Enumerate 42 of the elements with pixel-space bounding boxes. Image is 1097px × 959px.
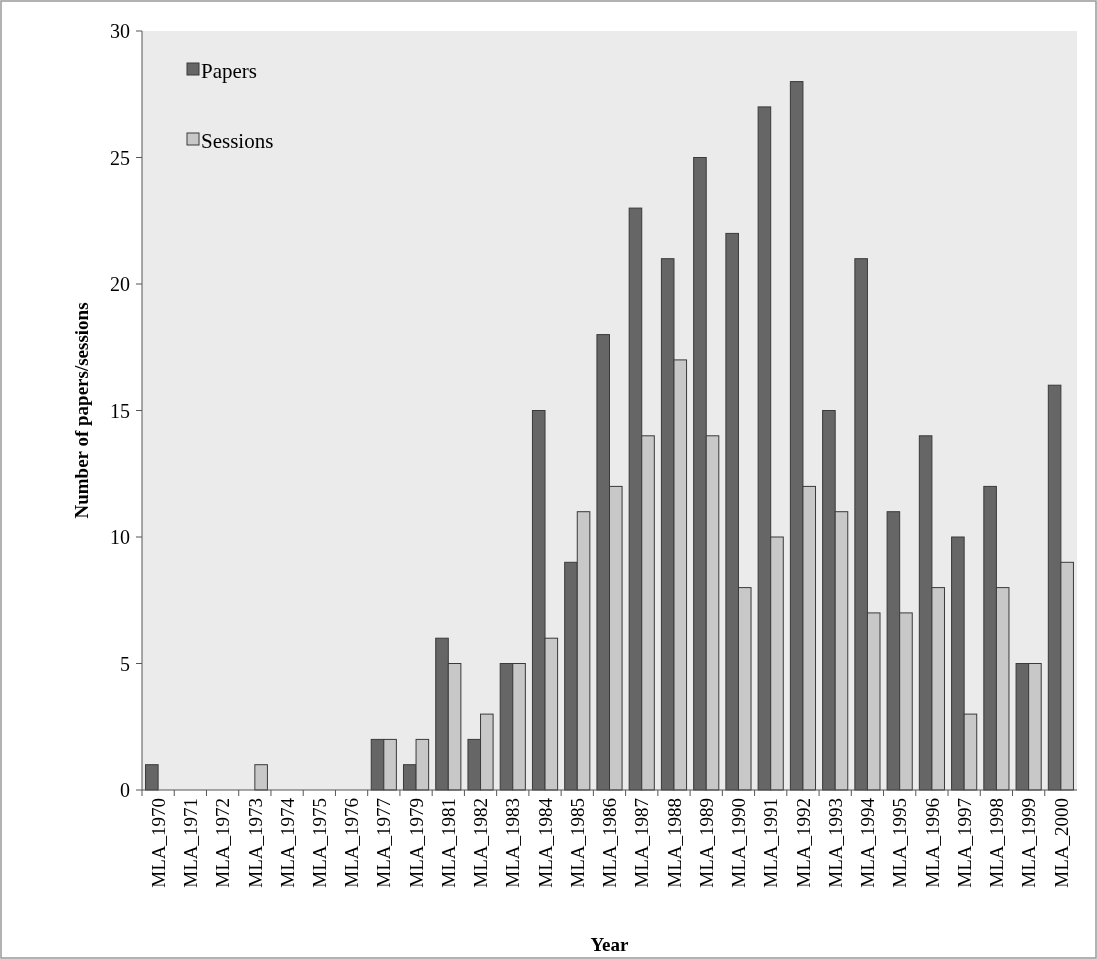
x-tick-label: MLA_1974 xyxy=(276,797,298,888)
x-tick-label: MLA_1975 xyxy=(308,798,330,888)
y-tick-label: 5 xyxy=(120,652,130,675)
x-tick-label: MLA_1999 xyxy=(1018,798,1040,888)
x-tick-label: MLA_1979 xyxy=(405,798,427,888)
y-tick-label: 30 xyxy=(110,20,130,42)
x-tick-label: MLA_1972 xyxy=(212,798,234,888)
legend-label: Sessions xyxy=(201,129,274,154)
x-tick-label: MLA_1985 xyxy=(566,798,588,888)
x-axis-title: Year xyxy=(590,934,630,955)
x-tick-label: MLA_1977 xyxy=(373,798,395,888)
x-tick-label: MLA_1989 xyxy=(695,798,717,888)
x-tick-label: MLA_1987 xyxy=(631,798,653,888)
x-tick-label: MLA_1983 xyxy=(502,798,524,888)
x-tick-label: MLA_1990 xyxy=(728,798,750,888)
x-tick-label: MLA_1976 xyxy=(341,798,363,888)
x-tick-label: MLA_1992 xyxy=(792,798,814,888)
y-tick-label: 10 xyxy=(110,526,130,548)
x-tick-label: MLA_1993 xyxy=(824,798,846,888)
x-tick-label: MLA_1996 xyxy=(921,798,943,888)
y-tick-label: 25 xyxy=(110,146,130,169)
y-tick-label: 0 xyxy=(120,779,130,801)
x-tick-label: MLA_1997 xyxy=(953,798,975,888)
y-axis-title: Number of papers/sessions xyxy=(71,302,92,519)
x-tick-label: MLA_2000 xyxy=(1050,798,1072,888)
x-tick-label: MLA_1970 xyxy=(147,798,169,888)
x-tick-label: MLA_1984 xyxy=(534,797,556,888)
x-tick-label: MLA_1981 xyxy=(437,798,459,888)
x-tick-label: MLA_1971 xyxy=(180,798,202,888)
legend-label: Papers xyxy=(201,59,257,84)
x-tick-label: MLA_1982 xyxy=(470,798,492,888)
y-tick-label: 15 xyxy=(110,399,130,422)
x-tick-label: MLA_1988 xyxy=(663,798,685,888)
x-tick-label: MLA_1994 xyxy=(857,797,879,888)
x-tick-label: MLA_1991 xyxy=(760,798,782,888)
x-tick-label: MLA_1998 xyxy=(986,798,1008,888)
x-tick-label: MLA_1995 xyxy=(889,798,911,888)
bar xyxy=(254,764,268,791)
x-tick-label: MLA_1986 xyxy=(599,798,621,888)
x-tick-label: MLA_1973 xyxy=(244,798,266,888)
y-tick-label: 20 xyxy=(110,273,130,295)
bar xyxy=(145,764,159,791)
